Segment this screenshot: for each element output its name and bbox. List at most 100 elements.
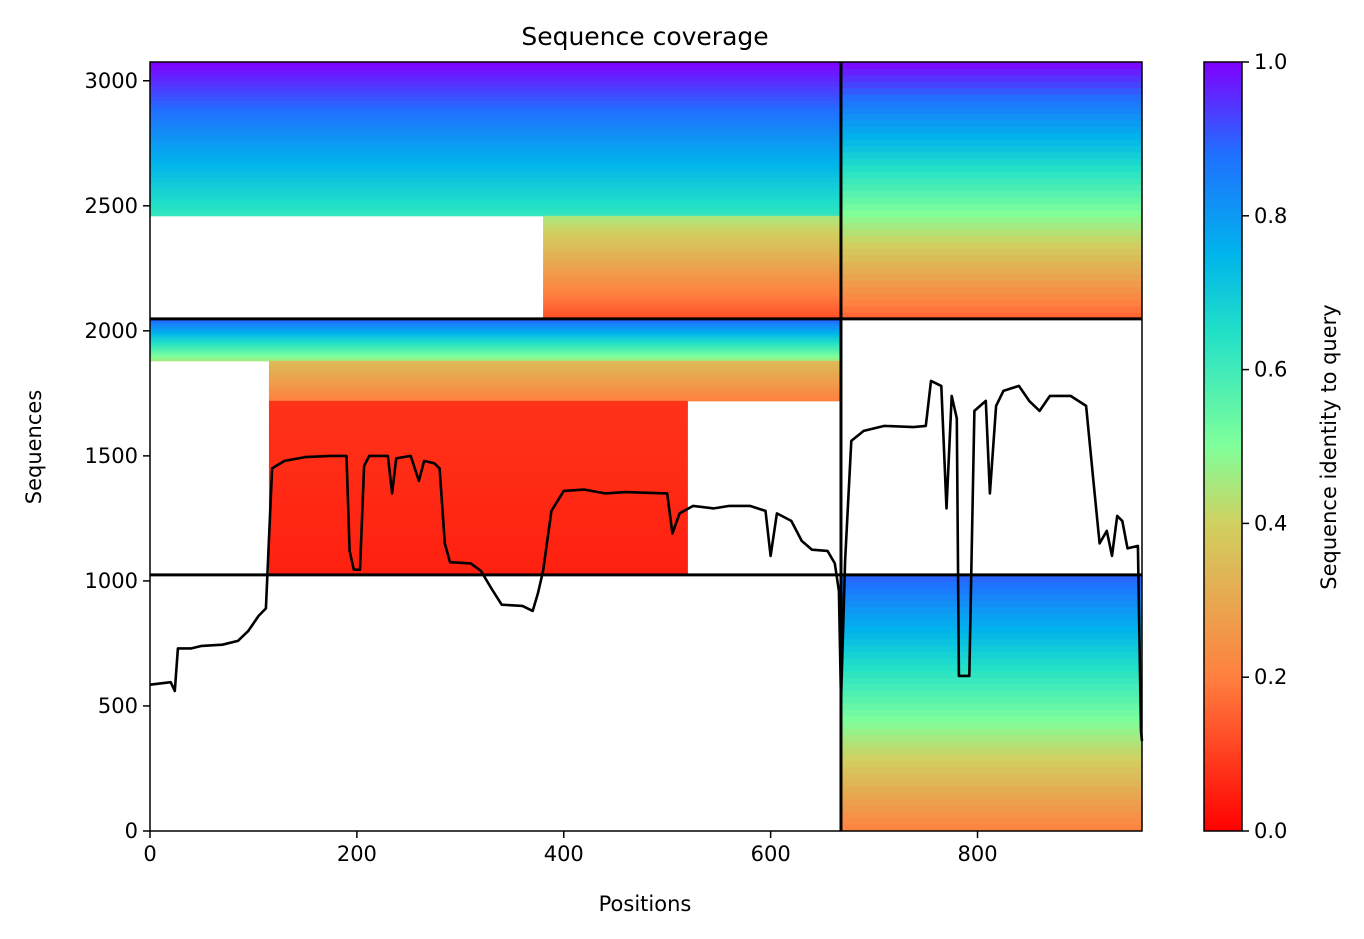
coverage-band-4-16	[268, 383, 841, 386]
coverage-band-6-22	[840, 683, 1142, 691]
colorbar-tick-label-0.0: 0.0	[1254, 819, 1287, 843]
coverage-band-4-30	[268, 369, 841, 372]
coverage-band-3-36	[150, 321, 841, 324]
coverage-band-1-33	[543, 231, 841, 235]
coverage-band-6-39	[840, 574, 1142, 582]
coverage-band-5-32	[268, 431, 688, 437]
coverage-band-0-39	[150, 62, 841, 67]
coverage-band-3-4	[150, 355, 841, 358]
coverage-band-6-32	[840, 619, 1142, 627]
coverage-band-1-29	[543, 241, 841, 245]
coverage-band-2-4	[840, 286, 1142, 294]
coverage-band-1-36	[543, 223, 841, 227]
coverage-band-3-35	[150, 323, 841, 325]
colorbar-tick-label-0.8: 0.8	[1254, 204, 1287, 228]
coverage-band-3-14	[150, 345, 841, 347]
coverage-band-0-20	[150, 135, 841, 140]
coverage-band-1-13	[543, 282, 841, 286]
coverage-band-3-12	[150, 347, 841, 349]
coverage-band-0-13	[150, 161, 841, 167]
coverage-band-0-29	[150, 100, 841, 105]
coverage-band-2-33	[840, 100, 1142, 108]
coverage-band-1-1	[543, 313, 841, 317]
coverage-band-5-33	[268, 426, 688, 432]
coverage-band-6-1	[840, 818, 1142, 826]
coverage-band-4-10	[268, 389, 841, 392]
coverage-band-4-15	[268, 384, 841, 387]
coverage-band-2-34	[840, 94, 1142, 102]
coverage-band-5-28	[268, 448, 688, 454]
coverage-band-6-7	[840, 779, 1142, 787]
coverage-band-5-11	[268, 522, 688, 528]
coverage-band-0-30	[150, 96, 841, 101]
coverage-band-2-1	[840, 305, 1142, 313]
colorbar-tick-label-1.0: 1.0	[1254, 50, 1287, 74]
coverage-band-0-22	[150, 127, 841, 132]
coverage-band-6-4	[840, 798, 1142, 806]
coverage-band-1-14	[543, 280, 841, 284]
y-tick-label-3000: 3000	[85, 69, 138, 93]
coverage-band-0-10	[150, 173, 841, 178]
coverage-band-6-9	[840, 766, 1142, 774]
coverage-band-4-0	[268, 399, 841, 402]
coverage-band-5-21	[268, 479, 688, 485]
coverage-band-5-20	[268, 483, 688, 489]
coverage-band-2-18	[840, 196, 1142, 204]
coverage-band-1-39	[543, 215, 841, 219]
coverage-band-3-17	[150, 341, 841, 344]
coverage-band-4-29	[268, 370, 841, 373]
coverage-band-2-9	[840, 254, 1142, 262]
coverage-band-2-13	[840, 228, 1142, 236]
coverage-band-3-27	[150, 331, 841, 333]
coverage-band-3-16	[150, 342, 841, 345]
coverage-band-5-2	[268, 561, 688, 567]
coverage-band-5-34	[268, 422, 688, 428]
coverage-band-0-9	[150, 177, 841, 182]
coverage-band-0-24	[150, 119, 841, 125]
coverage-band-0-28	[150, 104, 841, 109]
coverage-band-0-36	[150, 73, 841, 78]
coverage-band-1-24	[543, 254, 841, 258]
coverage-band-5-5	[268, 548, 688, 554]
coverage-band-1-22	[543, 259, 841, 263]
coverage-band-0-18	[150, 142, 841, 148]
coverage-band-5-7	[268, 540, 688, 545]
coverage-band-5-8	[268, 535, 688, 541]
plot-area	[149, 61, 1144, 832]
coverage-band-1-6	[543, 300, 841, 304]
coverage-band-5-39	[268, 400, 688, 406]
coverage-band-1-27	[543, 246, 841, 250]
coverage-band-5-22	[268, 474, 688, 480]
coverage-band-6-26	[840, 658, 1142, 666]
coverage-band-4-2	[268, 397, 841, 400]
colorbar-tick-label-0.4: 0.4	[1254, 511, 1287, 535]
coverage-band-1-7	[543, 298, 841, 302]
colorbar-gradient	[1203, 61, 1243, 832]
coverage-band-1-16	[543, 275, 841, 279]
coverage-band-0-27	[150, 108, 841, 113]
coverage-band-1-10	[543, 290, 841, 294]
coverage-band-4-4	[268, 395, 841, 398]
coverage-line-layer	[149, 379, 1144, 742]
coverage-band-6-28	[840, 645, 1142, 653]
coverage-band-6-17	[840, 715, 1142, 723]
coverage-band-3-32	[150, 326, 841, 328]
coverage-band-3-15	[150, 344, 841, 346]
coverage-band-2-0	[840, 312, 1142, 320]
coverage-band-1-26	[543, 249, 841, 253]
coverage-band-3-28	[150, 330, 841, 332]
coverage-band-3-33	[150, 325, 841, 327]
coverage-band-5-4	[268, 553, 688, 559]
coverage-band-2-14	[840, 222, 1142, 230]
coverage-band-1-34	[543, 228, 841, 232]
coverage-band-0-0	[150, 211, 841, 217]
coverage-band-6-20	[840, 696, 1142, 704]
x-tick-label-800: 800	[957, 842, 997, 866]
coverage-band-6-19	[840, 702, 1142, 710]
coverage-band-4-18	[268, 381, 841, 384]
coverage-band-0-4	[150, 196, 841, 201]
chain-boundaries	[150, 62, 1142, 831]
coverage-band-0-15	[150, 154, 841, 159]
coverage-band-3-9	[150, 350, 841, 352]
coverage-band-0-35	[150, 77, 841, 82]
